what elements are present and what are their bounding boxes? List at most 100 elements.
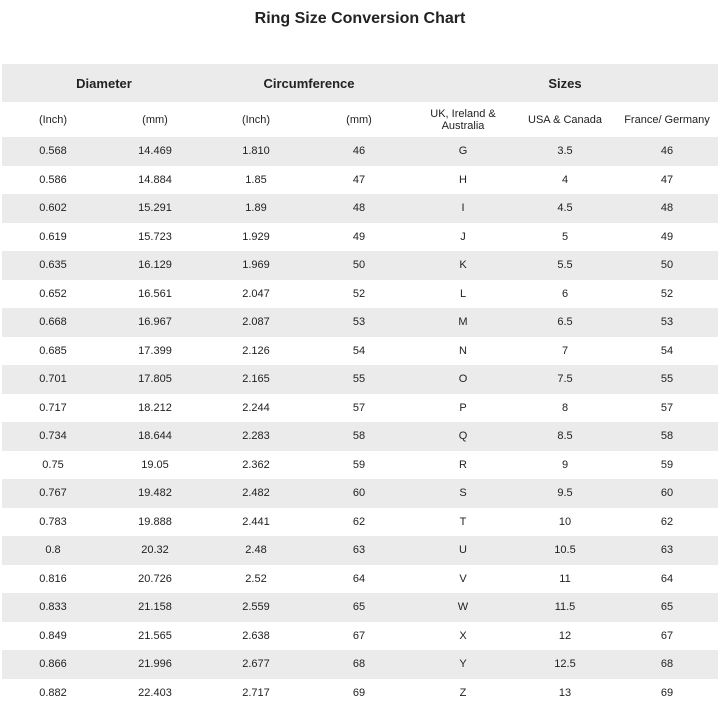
table-cell: S [459,487,467,500]
table-row: 0.717 18.212 2.244 57 P 8 57 [2,394,718,423]
table-row: 0.8 20.32 2.48 63 U 10.5 63 [2,536,718,565]
table-cell: 7.5 [557,373,573,386]
table-row: 0.866 21.996 2.677 68 Y 12.5 68 [2,650,718,679]
table-cell: 2.441 [242,515,270,528]
table-cell: 19.482 [138,487,172,500]
table-row: 0.734 18.644 2.283 58 Q 8.5 58 [2,422,718,451]
table-cell: 2.244 [242,401,270,414]
table-cell: 0.717 [39,401,67,414]
table-cell: 0.668 [39,316,67,329]
table-cell: 2.677 [242,658,270,671]
table-cell: 14.884 [138,173,172,186]
table-cell: 21.996 [138,658,172,671]
table-cell: 14.469 [138,145,172,158]
table-row: 0.75 19.05 2.362 59 R 9 59 [2,451,718,480]
table-cell: H [459,173,467,186]
table-cell: 21.565 [138,629,172,642]
table-cell: U [459,544,467,557]
table-cell: 7 [561,344,569,357]
table-cell: O [458,373,468,386]
table-cell: 55 [352,373,366,386]
table-cell: J [460,230,466,243]
table-cell: 9 [561,458,569,471]
table-cell: 2.283 [242,430,270,443]
table-cell: 10.5 [554,544,576,557]
table-cell: 21.158 [138,601,172,614]
table-cell: 53 [352,316,366,329]
table-cell: G [458,145,468,158]
table-cell: 20.32 [141,544,169,557]
table-row: 0.586 14.884 1.85 47 H 4 47 [2,166,718,195]
column-header: (Inch) [241,113,271,126]
table-cell: 0.833 [39,601,67,614]
table-cell: P [459,401,467,414]
table-cell: 15.291 [138,202,172,215]
table-cell: X [459,629,467,642]
table-cell: 47 [352,173,366,186]
table-cell: 0.8 [45,544,61,557]
table-cell: W [457,601,469,614]
table-cell: 60 [660,487,674,500]
table-cell: 1.85 [245,173,267,186]
table-cell: 0.767 [39,487,67,500]
table-cell: 59 [352,458,366,471]
group-header-diameter: Diameter [76,75,132,91]
table-cell: 2.047 [242,287,270,300]
table-cell: 2.482 [242,487,270,500]
table-cell: 63 [352,544,366,557]
table-cell: 69 [352,686,366,699]
table-cell: Q [458,430,468,443]
column-header: (Inch) [38,113,68,126]
table-cell: 50 [660,259,674,272]
table-cell: 0.602 [39,202,67,215]
table-cell: 64 [352,572,366,585]
table-cell: 0.734 [39,430,67,443]
table-cell: V [459,572,467,585]
column-header: (mm) [346,113,372,126]
table-cell: 49 [660,230,674,243]
table-cell: 67 [352,629,366,642]
table-cell: 57 [660,401,674,414]
table-cell: 12.5 [554,658,576,671]
table-row: 0.602 15.291 1.89 48 I 4.5 48 [2,194,718,223]
table-cell: N [459,344,467,357]
table-cell: 67 [660,629,674,642]
group-header-sizes: Sizes [548,75,582,91]
column-header: USA & Canada [528,113,602,126]
table-cell: 48 [660,202,674,215]
table-cell: 3.5 [557,145,573,158]
table-cell: 16.129 [138,259,172,272]
table-cell: 57 [352,401,366,414]
column-header-row: (Inch) (mm) (Inch) (mm) UK, Ireland & Au… [2,102,718,137]
table-cell: 2.48 [245,544,267,557]
table-cell: 49 [352,230,366,243]
column-header: (mm) [142,113,168,126]
table-cell: 0.619 [39,230,67,243]
table-cell: 65 [352,601,366,614]
table-row: 0.652 16.561 2.047 52 L 6 52 [2,280,718,309]
table-row: 0.701 17.805 2.165 55 O 7.5 55 [2,365,718,394]
table-cell: 19.888 [138,515,172,528]
table-row: 0.668 16.967 2.087 53 M 6.5 53 [2,308,718,337]
table-cell: 64 [660,572,674,585]
table-cell: 8.5 [557,430,573,443]
table-cell: 2.559 [242,601,270,614]
table-cell: 4.5 [557,202,573,215]
table-cell: 17.399 [138,344,172,357]
table-cell: 46 [352,145,366,158]
table-cell: 2.52 [245,572,267,585]
table-cell: 13 [558,686,572,699]
table-cell: 19.05 [141,458,169,471]
table-row: 0.849 21.565 2.638 67 X 12 67 [2,622,718,651]
table-cell: M [458,316,468,329]
table-row: 0.619 15.723 1.929 49 J 5 49 [2,223,718,252]
table-cell: 48 [352,202,366,215]
table-row: 0.833 21.158 2.559 65 W 11.5 65 [2,593,718,622]
table-cell: 55 [660,373,674,386]
table-cell: 60 [352,487,366,500]
table-cell: 22.403 [138,686,172,699]
table-cell: 0.701 [39,373,67,386]
table-cell: 6 [561,287,569,300]
table-cell: 17.805 [138,373,172,386]
table-cell: 0.849 [39,629,67,642]
